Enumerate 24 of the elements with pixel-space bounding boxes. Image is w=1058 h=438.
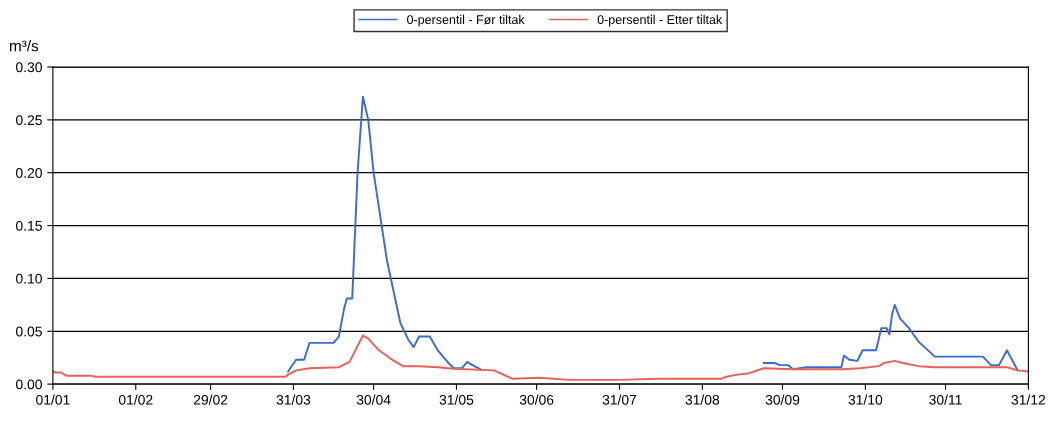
line-series [52, 334, 1029, 381]
legend-label: 0-persentil - Etter tiltak [597, 14, 723, 27]
y-axis-title: m³/s [10, 40, 39, 52]
y-tick-label: 0.30 [16, 62, 42, 73]
legend-label: 0-persentil - Før tiltak [407, 14, 525, 27]
x-tick-label: 30/06 [519, 394, 554, 405]
y-tick-label: 0.00 [16, 379, 42, 390]
y-tick-label: 0.20 [16, 168, 42, 178]
x-tick-label: 01/01 [36, 394, 70, 405]
x-tick-label: 31/05 [439, 394, 474, 405]
x-tick-label: 30/04 [356, 394, 391, 405]
x-tick-label: 31/12 [1011, 394, 1046, 405]
x-tick-label: 31/10 [848, 394, 883, 405]
x-tick-label: 31/08 [685, 394, 720, 405]
y-tick-label: 0.05 [16, 326, 42, 337]
y-tick-label: 0.15 [16, 220, 42, 231]
x-tick-label: 31/07 [602, 394, 637, 405]
x-tick-label: 30/09 [765, 394, 800, 405]
y-tick-label: 0.10 [16, 273, 42, 284]
x-tick-label: 30/11 [929, 394, 962, 405]
x-tick-label: 01/02 [118, 394, 153, 405]
y-tick-label: 0.25 [16, 115, 42, 126]
x-tick-label: 29/02 [193, 394, 228, 405]
x-tick-label: 31/03 [276, 394, 311, 405]
